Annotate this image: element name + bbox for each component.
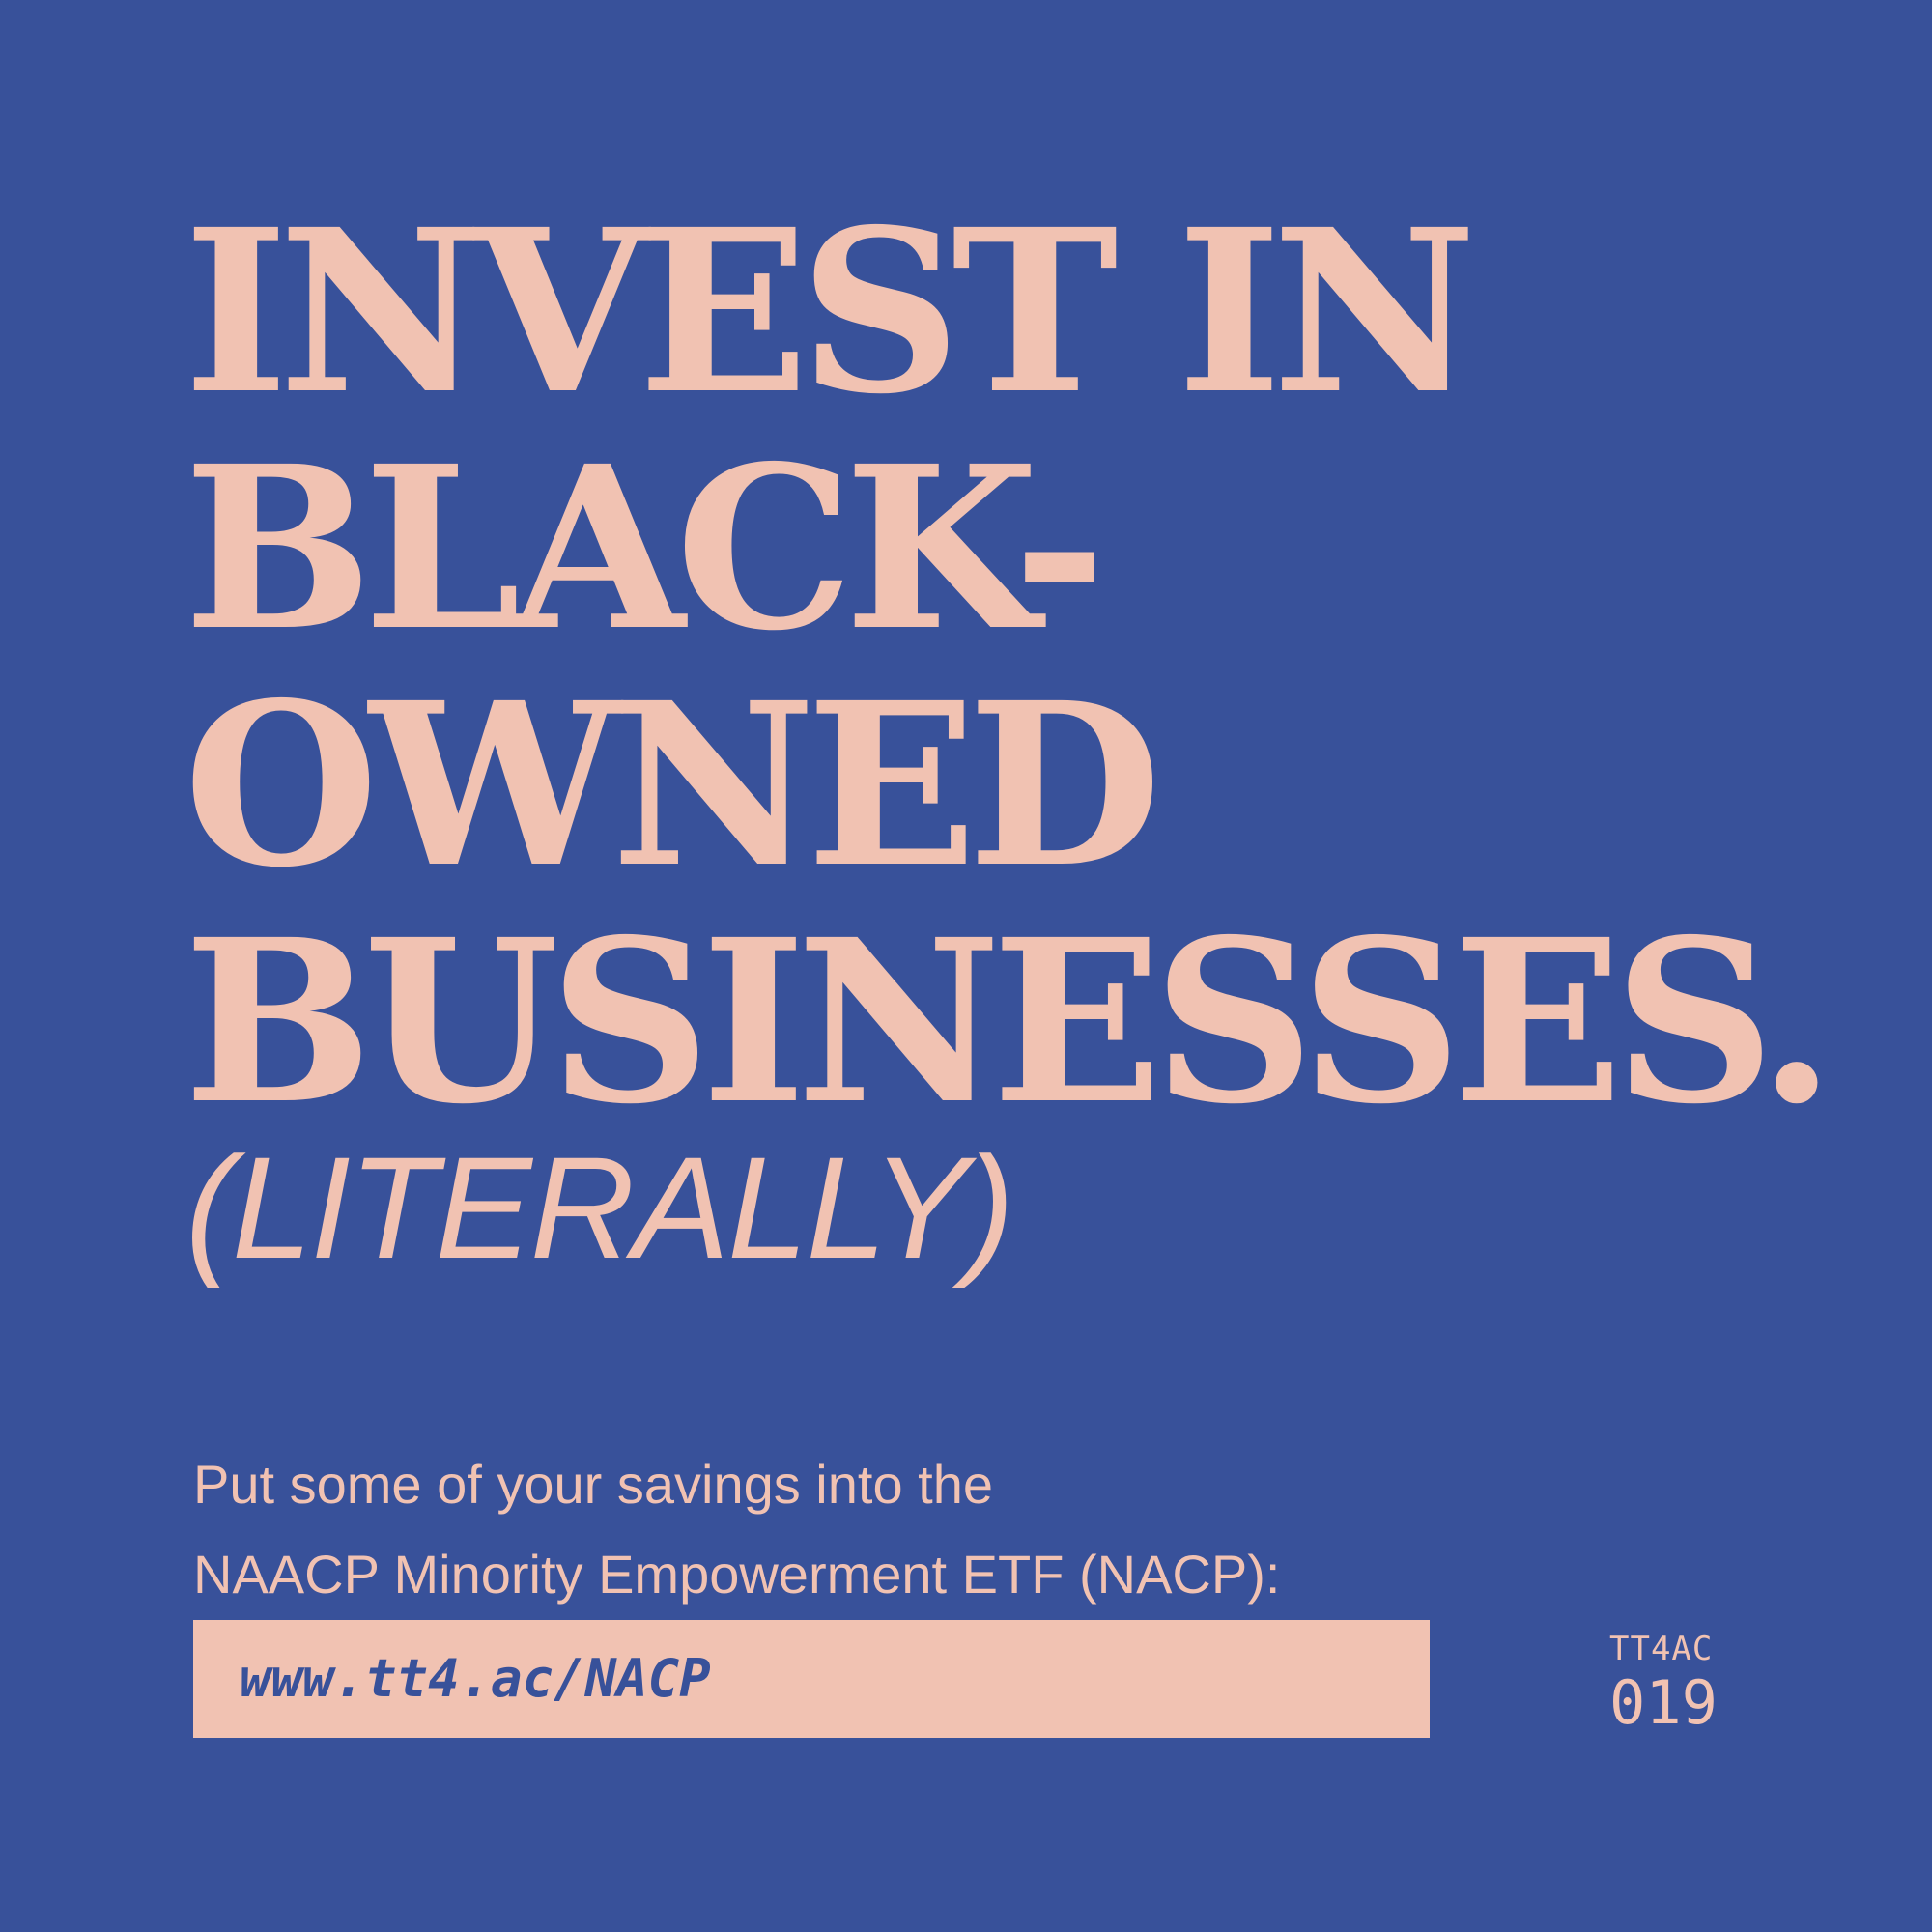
headline-line-4: BUSINESSES. [184,890,1835,1153]
body-copy: Put some of your savings into the NAACP … [193,1439,1280,1619]
headline-line-2: BLACK- [184,416,1106,680]
headline-line-1: INVEST IN [184,180,1477,443]
headline: INVEST IN BLACK- OWNED BUSINESSES. [184,180,1835,1153]
issue-label: TT4AC 019 [1609,1633,1718,1733]
headline-line-3: OWNED [184,653,1162,917]
issue-number: 019 [1609,1667,1718,1738]
issue-code: TT4AC [1609,1630,1714,1668]
body-copy-line-1: Put some of your savings into the [193,1454,993,1515]
body-copy-line-2: NAACP Minority Empowerment ETF (NACP): [193,1544,1281,1605]
url-link[interactable]: www.tt4.ac/NACP [240,1648,711,1709]
url-bar[interactable]: www.tt4.ac/NACP [193,1620,1430,1738]
literally-aside: (LITERALLY) [185,1126,1014,1289]
